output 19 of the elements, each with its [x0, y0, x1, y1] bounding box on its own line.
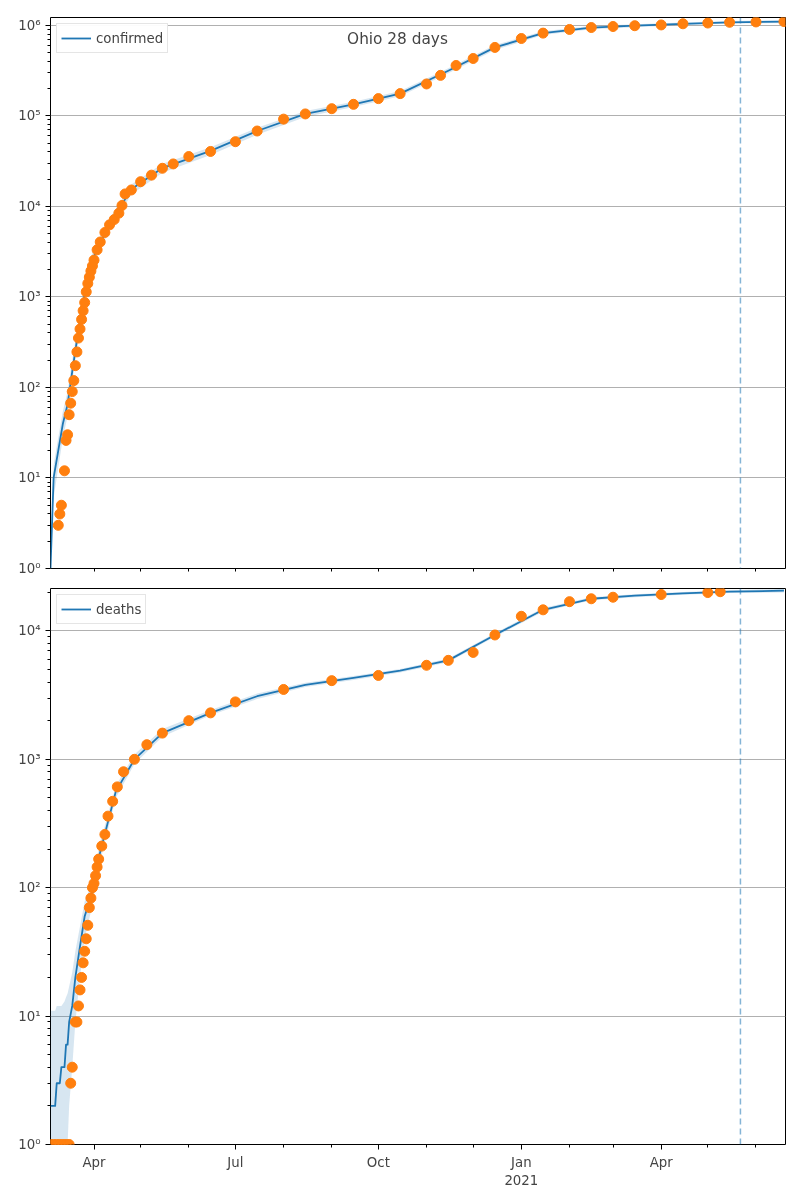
- y-tick-label: 10¹: [18, 1008, 41, 1024]
- x-tick-label: Jul: [226, 1154, 244, 1170]
- x-tick-label: Apr: [82, 1154, 107, 1170]
- x-tick-label: Jan 2021: [504, 1154, 539, 1188]
- text: Ohio 28 days: [347, 29, 448, 48]
- y-tick-label: 10⁰: [18, 1137, 41, 1152]
- y-tick-label: 10³: [18, 751, 41, 767]
- x-tick-label: Apr: [649, 1154, 674, 1170]
- y-tick-label: 10²: [18, 880, 41, 896]
- y-tick-label: 10⁴: [18, 198, 41, 214]
- y-tick-label: 10²: [18, 379, 41, 395]
- y-tick-label: 10⁰: [18, 561, 41, 576]
- y-tick-label: 10⁵: [18, 108, 41, 124]
- y-tick-label: 10⁶: [18, 17, 41, 33]
- y-tick-label: 10¹: [18, 470, 41, 486]
- y-tick-label: 10³: [18, 289, 41, 305]
- x-tick-label: Oct: [366, 1154, 390, 1170]
- legend-label: confirmed: [96, 30, 164, 46]
- y-tick-label: 10⁴: [18, 623, 41, 639]
